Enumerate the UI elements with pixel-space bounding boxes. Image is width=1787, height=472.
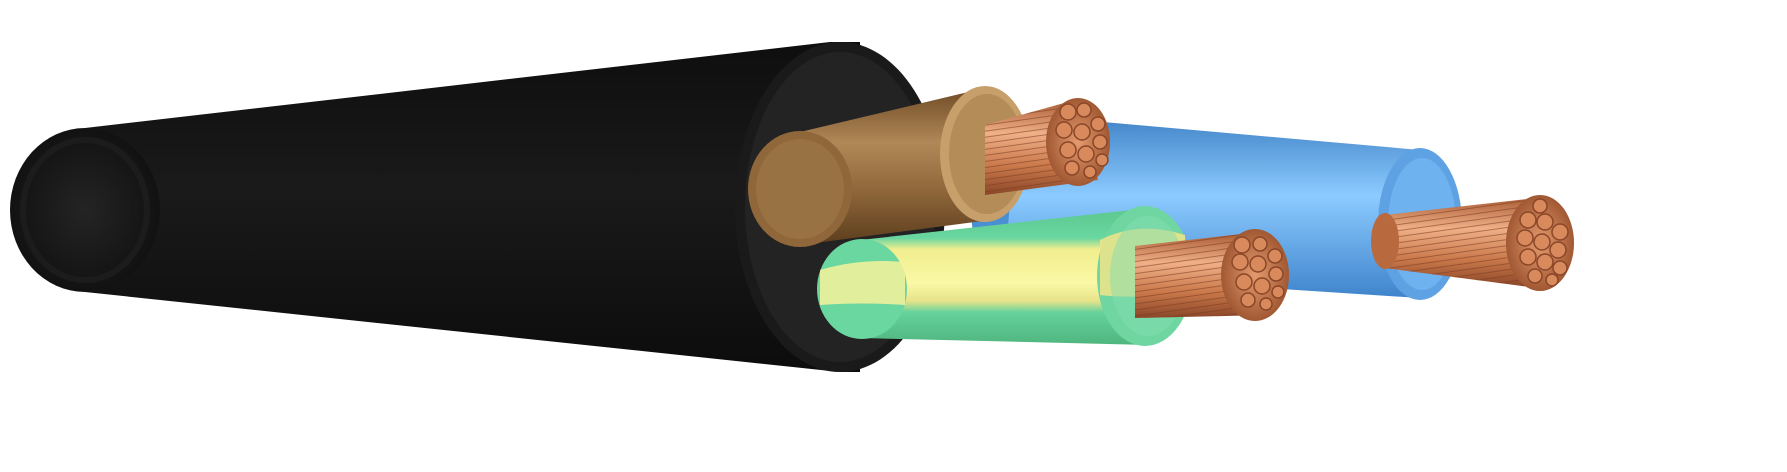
green-yellow-core: [817, 206, 1289, 346]
blue-core-conductor: [1371, 195, 1574, 291]
green-yellow-core-conductor: [1135, 229, 1289, 321]
brown-core: [748, 86, 1110, 247]
brown-core-conductor: [985, 98, 1110, 195]
